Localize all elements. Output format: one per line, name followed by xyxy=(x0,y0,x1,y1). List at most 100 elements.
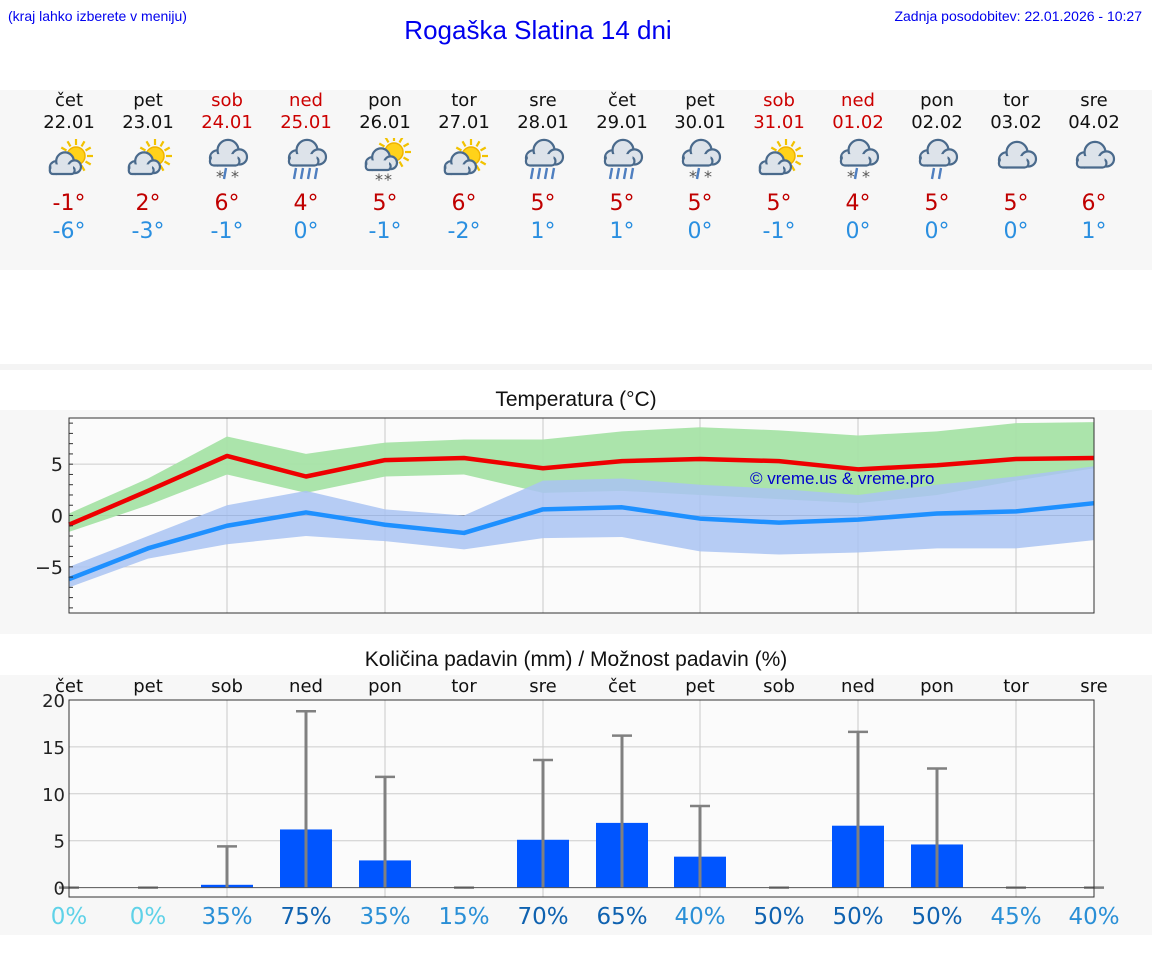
precip-probability: 0% xyxy=(50,904,88,930)
day-column: pet 30.01 * * 5° 0° xyxy=(665,90,735,246)
y-tick-label: 10 xyxy=(42,785,65,806)
temp-min: -2° xyxy=(447,219,481,244)
temp-max: 4° xyxy=(293,191,319,216)
category-label: pet xyxy=(133,676,163,697)
category-label: sre xyxy=(529,676,556,697)
category-label: sre xyxy=(1080,676,1107,697)
svg-text:*: * xyxy=(847,167,855,186)
temp-max: 5° xyxy=(1003,191,1029,216)
day-name: sre xyxy=(1080,90,1108,111)
day-column: tor 27.01 6° -2° xyxy=(429,90,499,246)
category-label: ned xyxy=(841,676,875,697)
day-column: ned 01.02 * * 4° 0° xyxy=(823,90,893,246)
precip-probability: 35% xyxy=(201,904,253,930)
watermark: © vreme.us & vreme.pro xyxy=(750,469,934,488)
separator xyxy=(0,364,1152,370)
temp-max: 4° xyxy=(845,191,871,216)
temp-max: 2° xyxy=(135,191,161,216)
day-date: 22.01 xyxy=(43,112,95,133)
precip-probability: 50% xyxy=(753,904,805,930)
day-name: ned xyxy=(841,90,875,111)
max-temp-band xyxy=(69,422,1094,532)
temp-min: -1° xyxy=(762,219,796,244)
day-date: 02.02 xyxy=(911,112,963,133)
y-tick-label: 0 xyxy=(54,879,65,900)
svg-text:*: * xyxy=(689,167,697,186)
day-column: ned 25.01 4° 0° xyxy=(271,90,341,246)
svg-text:*: * xyxy=(862,167,870,186)
temp-max: 6° xyxy=(214,191,240,216)
sun-cloud-icon xyxy=(758,139,803,176)
day-column: sob 24.01 * * 6° -1° xyxy=(192,90,262,246)
day-date: 04.02 xyxy=(1068,112,1120,133)
precip-probability: 70% xyxy=(517,904,569,930)
temp-max: 5° xyxy=(372,191,398,216)
day-column: sre 28.01 5° 1° xyxy=(508,90,578,246)
temp-max: 5° xyxy=(687,191,713,216)
temp-min: 1° xyxy=(1081,219,1107,244)
cloud-snow-icon: * * xyxy=(208,138,249,186)
day-name: pon xyxy=(920,90,954,111)
y-tick-label: −5 xyxy=(35,557,63,579)
day-column: pet 23.01 2° -3° xyxy=(113,90,183,246)
category-label: tor xyxy=(451,676,477,697)
sun-cloud-icon xyxy=(443,139,488,176)
category-label: čet xyxy=(608,676,636,697)
cloud-icon xyxy=(1075,140,1116,169)
day-column: čet 29.01 5° 1° xyxy=(587,90,657,246)
day-date: 28.01 xyxy=(517,112,569,133)
precip-probability: 65% xyxy=(596,904,648,930)
temp-min: 0° xyxy=(1003,219,1029,244)
sun-cloud-snow-icon: * * xyxy=(364,138,411,186)
sun-cloud-icon xyxy=(127,139,172,176)
day-name: tor xyxy=(451,90,477,111)
svg-text:*: * xyxy=(384,170,392,186)
precip-probability: 75% xyxy=(280,904,332,930)
day-name: pet xyxy=(133,90,163,111)
temperature-chart: 5 0 −5 © vreme.us & vreme.pro xyxy=(35,417,1095,614)
temp-min: 0° xyxy=(924,219,950,244)
svg-text:*: * xyxy=(375,170,383,186)
day-column: čet 22.01 -1° -6° xyxy=(34,90,104,246)
y-tick-label: 5 xyxy=(51,454,63,476)
temp-max: 5° xyxy=(530,191,556,216)
category-label: čet xyxy=(55,676,83,697)
temperature-chart-panel: 5 0 −5 © vreme.us & vreme.pro xyxy=(0,410,1152,634)
page-title: Rogaška Slatina 14 dni xyxy=(404,15,672,45)
daily-forecast-panel: čet 22.01 -1° -6° pet 23.01 2° -3° sob 24.01 * * 6° -… xyxy=(0,90,1152,270)
day-column: tor 03.02 5° 0° xyxy=(981,90,1051,246)
day-column: pon 26.01 * * 5° -1° xyxy=(350,90,420,246)
cloud-snow-icon: * * xyxy=(839,138,880,186)
cloud-rain-icon xyxy=(524,138,565,180)
temp-max: 6° xyxy=(451,191,477,216)
day-column: sob 31.01 5° -1° xyxy=(744,90,814,246)
location-hint: (kraj lahko izberete v meniju) xyxy=(8,8,187,24)
min-temp-band xyxy=(69,466,1094,588)
category-label: pon xyxy=(368,676,402,697)
temp-min: -6° xyxy=(52,219,86,244)
precip-probability: 50% xyxy=(911,904,963,930)
precip-probability: 45% xyxy=(990,904,1042,930)
category-label: pon xyxy=(920,676,954,697)
day-name: tor xyxy=(1003,90,1029,111)
category-label: sob xyxy=(211,676,243,697)
temperature-chart-title: Temperatura (°C) xyxy=(495,388,657,411)
day-name: pon xyxy=(368,90,402,111)
temp-min: -1° xyxy=(210,219,244,244)
day-column: pon 02.02 5° 0° xyxy=(902,90,972,246)
day-date: 26.01 xyxy=(359,112,411,133)
precip-probability: 0% xyxy=(129,904,167,930)
precip-probability: 35% xyxy=(359,904,411,930)
temp-min: 1° xyxy=(530,219,556,244)
temp-max: 6° xyxy=(1081,191,1107,216)
category-label: tor xyxy=(1003,676,1029,697)
day-name: ned xyxy=(289,90,323,111)
temp-min: 1° xyxy=(609,219,635,244)
y-tick-label: 20 xyxy=(42,691,65,712)
day-date: 24.01 xyxy=(201,112,253,133)
category-label: ned xyxy=(289,676,323,697)
precip-probability: 50% xyxy=(832,904,884,930)
day-column: sre 04.02 6° 1° xyxy=(1059,90,1129,246)
day-date: 29.01 xyxy=(596,112,648,133)
y-tick-label: 0 xyxy=(51,506,63,528)
